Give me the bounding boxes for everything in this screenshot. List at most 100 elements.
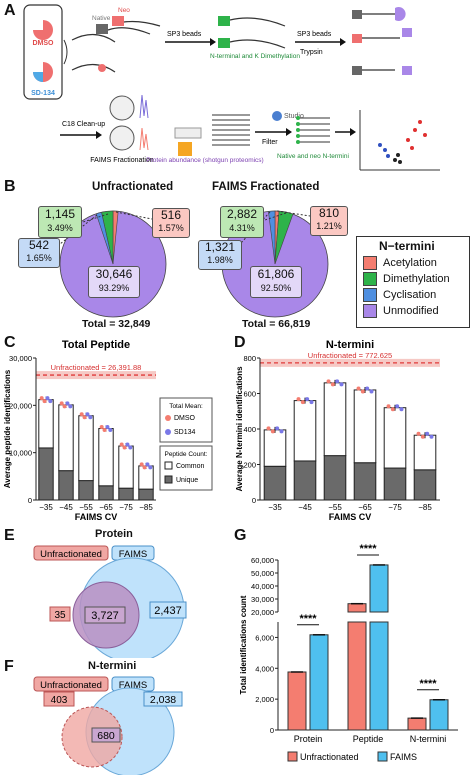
venn-left-tag: [33, 676, 109, 692]
count: 810: [318, 206, 340, 220]
bar-common: [98, 428, 114, 487]
legend-label: Cyclisation: [383, 289, 437, 301]
pie-right-title: FAIMS Fractionated: [212, 181, 320, 193]
replicate-point: [266, 426, 271, 431]
filter-label: Filter: [262, 139, 278, 146]
c18-label: C18 Clean-up: [62, 121, 105, 128]
legend-item: Acetylation: [363, 256, 469, 270]
replicate-point: [79, 412, 84, 417]
bar-upper: [347, 603, 367, 613]
y-tick-label: 20,000: [9, 401, 32, 410]
chart-totals: 20,000 30,000 40,000 50,000 60,000 0 2,000 4,00…: [239, 543, 458, 762]
panel-label-d: D: [234, 334, 246, 351]
venn-left-label: Unfractionated: [40, 549, 102, 560]
replicate-point: [309, 400, 314, 405]
panel-label-c: C: [4, 334, 16, 351]
bar: [429, 699, 449, 731]
replicate-point: [360, 389, 365, 394]
venn-left-tag: [33, 545, 109, 561]
bar-unique: [78, 480, 94, 501]
count: 542: [28, 238, 50, 252]
bracket: [63, 39, 68, 65]
venn-both-box: [91, 727, 121, 743]
chart-c-legends: Total Mean: DMSO SD134 Peptide Count: Common…: [159, 397, 213, 491]
faims-ring-icon: [109, 125, 135, 151]
legend-label: SD134: [174, 429, 196, 436]
percent: 92.50%: [260, 283, 292, 293]
venn-f-title: N-termini: [88, 660, 137, 672]
y-tick-label: 30,000: [9, 354, 32, 363]
legend-label: Acetylation: [383, 257, 437, 269]
x-tick-label: −35: [39, 503, 53, 512]
panel-label-b: B: [4, 178, 16, 195]
neo-strand: [123, 20, 161, 27]
neo-nh2-box: [112, 16, 124, 26]
pie-slice-cyclisation: [95, 211, 114, 265]
venn-nterm: Unfractionated FAIMS 403 680 2,038: [33, 676, 183, 775]
replicate-point: [395, 404, 400, 409]
replicate-point: [142, 465, 147, 470]
dimethyl-box: [218, 38, 230, 48]
replicate-point: [99, 425, 104, 430]
y-tick-label: 20,000: [251, 608, 274, 617]
venn-only-right-box: [143, 691, 183, 707]
fragpipe-logo: [174, 127, 202, 139]
sample-box: [23, 4, 63, 100]
sp3-beads-label: SP3 beads: [167, 31, 202, 38]
legend-dot: [165, 429, 171, 435]
legend-swatch: [363, 256, 377, 270]
strand: [229, 17, 286, 27]
legend-swatch: [164, 461, 173, 470]
legend-label: Unmodified: [383, 305, 439, 317]
pie-right-total: Total = 66,819: [242, 318, 311, 330]
count: 30,646: [95, 267, 133, 281]
y-tick-label: 600: [243, 390, 256, 399]
dmso-pacman-icon: [33, 20, 53, 40]
replicate-point: [300, 400, 305, 405]
peptide-box: [352, 10, 362, 19]
bar-common: [263, 429, 287, 467]
bar-unique: [263, 465, 287, 501]
replicate-point: [369, 389, 374, 394]
replicate-point: [68, 404, 73, 409]
y-tick-label: 800: [243, 354, 256, 363]
nterm-lines: [296, 116, 330, 144]
pie-left-total: Total = 32,849: [82, 318, 151, 330]
percent: 93.29%: [98, 283, 130, 293]
callout-line: [261, 212, 287, 222]
y-axis-title: Average N-termini identifications: [235, 366, 244, 492]
workflow-diagram: DMSO SD-134 Native Neo SP3 beads N-termi…: [23, 4, 440, 171]
x-axis-title: FAIMS CV: [329, 512, 372, 522]
volcano-plot-icon: [359, 110, 440, 171]
replicate-point: [102, 428, 107, 433]
venn-only-left-box: [49, 606, 71, 622]
replicate-point: [335, 379, 340, 384]
legend-label: Common: [176, 463, 205, 470]
x-tick-label: Protein: [294, 734, 323, 744]
replicate-point: [390, 407, 395, 412]
count: 1,145: [44, 207, 76, 221]
native-label: Native: [92, 15, 111, 22]
x-tick-label: −75: [119, 503, 133, 512]
replicate-point: [105, 425, 110, 430]
y-tick-label: 2,000: [255, 695, 274, 704]
significance-label: ****: [419, 678, 437, 690]
replicate-point: [119, 442, 124, 447]
replicate-point: [88, 415, 93, 420]
venn-both: 3,727: [91, 610, 119, 622]
replicate-point: [122, 445, 127, 450]
chart-total-peptide: Total Peptide Unfractionated = 26,391.88 0…: [3, 339, 213, 522]
native-strand: [107, 27, 151, 35]
nterm-dimethyl-label: N-terminal and K Dimethylation: [210, 53, 300, 60]
spectrum-icon: [139, 94, 149, 119]
y-tick-label: 40,000: [251, 582, 274, 591]
replicate-point: [270, 429, 275, 434]
legend-item: Dimethylation: [363, 272, 469, 286]
native-nh2-box: [96, 24, 108, 34]
panel-label-a: A: [4, 2, 16, 19]
y-tick-label: 0: [270, 726, 274, 735]
arrow-head: [340, 38, 346, 46]
count: 61,806: [257, 267, 295, 281]
replicate-point: [145, 462, 150, 467]
